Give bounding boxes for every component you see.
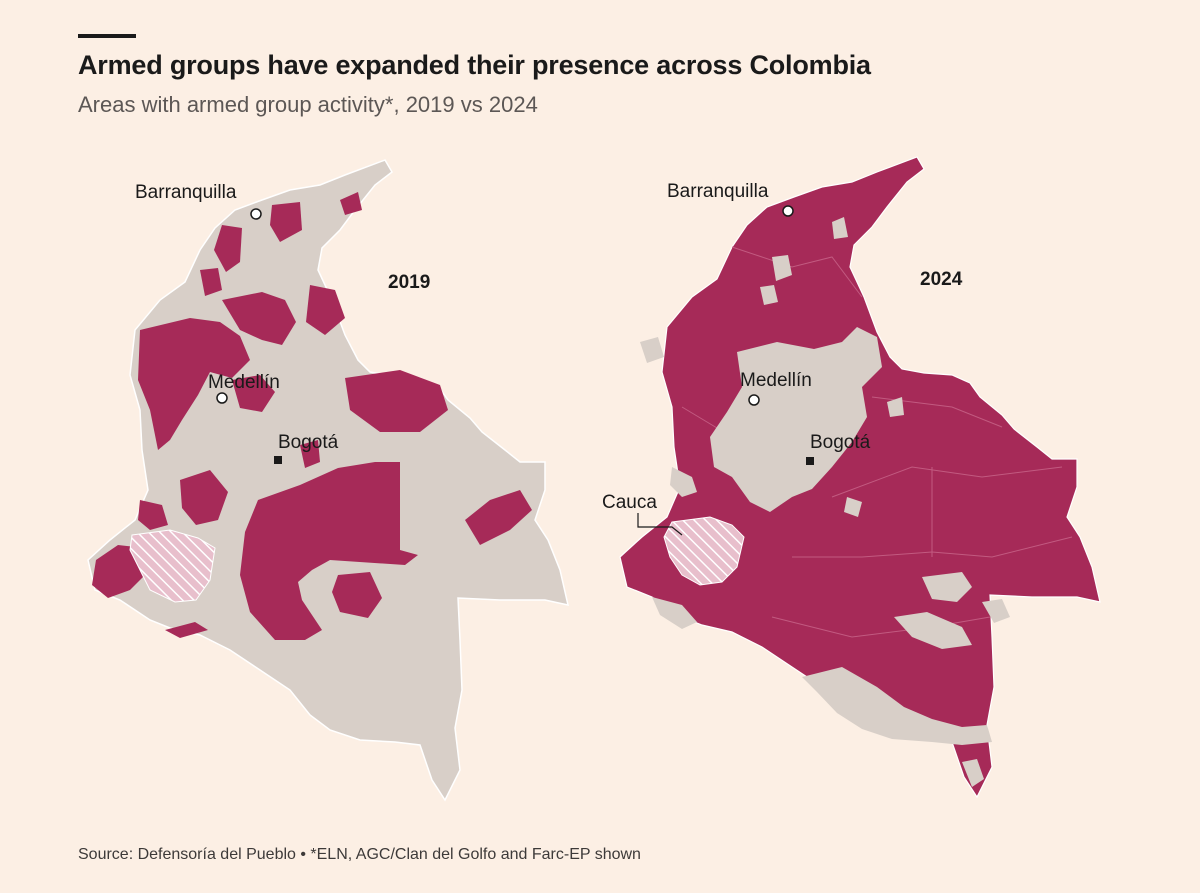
bogota-marker-2024	[806, 457, 814, 465]
chart-subtitle: Areas with armed group activity*, 2019 v…	[78, 92, 538, 117]
header-rule	[78, 34, 136, 38]
year-label-2024: 2024	[920, 269, 963, 290]
unaffected-areas-2024	[640, 217, 1010, 787]
medellin-marker-2019	[216, 392, 228, 404]
map-2019: 2019 Barranquilla Medellín Bogotá	[87, 159, 569, 801]
medellin-label-2019: Medellín	[208, 372, 280, 393]
cauca-label: Cauca	[602, 492, 657, 513]
cauca-callout-line	[637, 513, 683, 536]
medellin-marker-2024	[748, 394, 760, 406]
map-2024: 2024 Barranquilla Medellín Bogotá Cauca	[602, 156, 1101, 798]
source-note: Source: Defensoría del Pueblo • *ELN, AG…	[78, 846, 641, 863]
cauca-region-2024	[663, 516, 745, 586]
armed-areas-2019	[92, 192, 532, 640]
barranquilla-marker-2024	[782, 205, 794, 217]
bogota-label-2024: Bogotá	[810, 432, 871, 453]
cauca-region-2019	[129, 529, 216, 603]
barranquilla-label-2019: Barranquilla	[135, 182, 237, 203]
bogota-label-2019: Bogotá	[278, 432, 339, 453]
bogota-marker-2019	[274, 456, 282, 464]
year-label-2019: 2019	[388, 272, 430, 293]
medellin-label-2024: Medellín	[740, 370, 812, 391]
barranquilla-label-2024: Barranquilla	[667, 181, 769, 202]
barranquilla-marker-2019	[250, 208, 262, 220]
chart-title: Armed groups have expanded their presenc…	[78, 50, 871, 80]
